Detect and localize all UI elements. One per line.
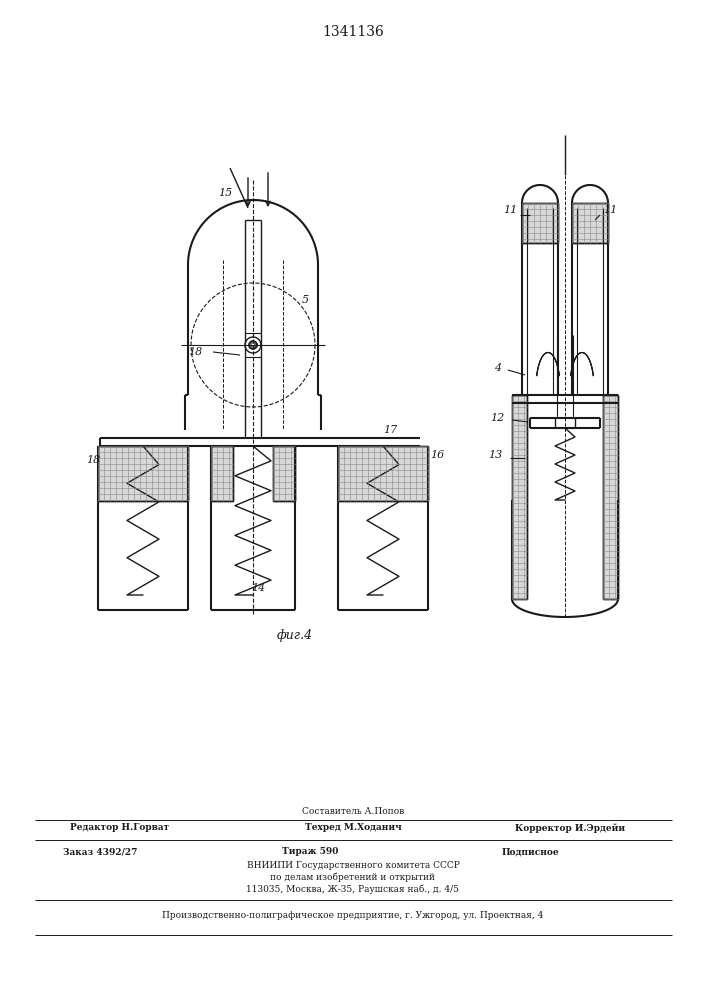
- Text: 17: 17: [383, 425, 397, 435]
- Text: Корректор И.Эрдейи: Корректор И.Эрдейи: [515, 823, 625, 833]
- Text: по делам изобретений и открытий: по делам изобретений и открытий: [271, 872, 436, 882]
- Polygon shape: [572, 203, 608, 243]
- Polygon shape: [98, 446, 188, 501]
- Text: 113035, Москва, Ж-35, Раушская наб., д. 4/5: 113035, Москва, Ж-35, Раушская наб., д. …: [247, 884, 460, 894]
- Polygon shape: [211, 446, 233, 501]
- Polygon shape: [273, 446, 295, 501]
- Text: Подписное: Подписное: [501, 848, 559, 856]
- Text: 5: 5: [301, 295, 308, 305]
- Text: 4: 4: [494, 363, 501, 373]
- Text: 13: 13: [488, 450, 502, 460]
- Text: Тираж 590: Тираж 590: [282, 848, 338, 856]
- Text: Редактор Н.Горват: Редактор Н.Горват: [71, 824, 170, 832]
- Polygon shape: [251, 343, 255, 347]
- Text: 16: 16: [430, 450, 444, 460]
- Text: 11: 11: [603, 205, 617, 215]
- Text: 1341136: 1341136: [322, 25, 384, 39]
- Text: ВНИИПИ Государственного комитета СССР: ВНИИПИ Государственного комитета СССР: [247, 860, 460, 869]
- Polygon shape: [338, 446, 428, 501]
- Text: 14: 14: [251, 583, 265, 593]
- Text: Заказ 4392/27: Заказ 4392/27: [63, 848, 137, 856]
- Polygon shape: [512, 395, 527, 599]
- Text: 12: 12: [490, 413, 504, 423]
- Text: 11: 11: [503, 205, 517, 215]
- Text: Производственно-полиграфическое предприятие, г. Ужгород, ул. Проектная, 4: Производственно-полиграфическое предприя…: [163, 912, 544, 920]
- Text: 18: 18: [86, 455, 100, 465]
- Polygon shape: [603, 395, 618, 599]
- Text: 18: 18: [188, 347, 202, 357]
- Polygon shape: [522, 203, 558, 243]
- Text: 15: 15: [218, 188, 232, 198]
- Text: Составитель А.Попов: Составитель А.Попов: [302, 808, 404, 816]
- Text: Техред М.Ходанич: Техред М.Ходанич: [305, 824, 402, 832]
- Polygon shape: [249, 341, 257, 349]
- Text: фиг.4: фиг.4: [277, 629, 313, 642]
